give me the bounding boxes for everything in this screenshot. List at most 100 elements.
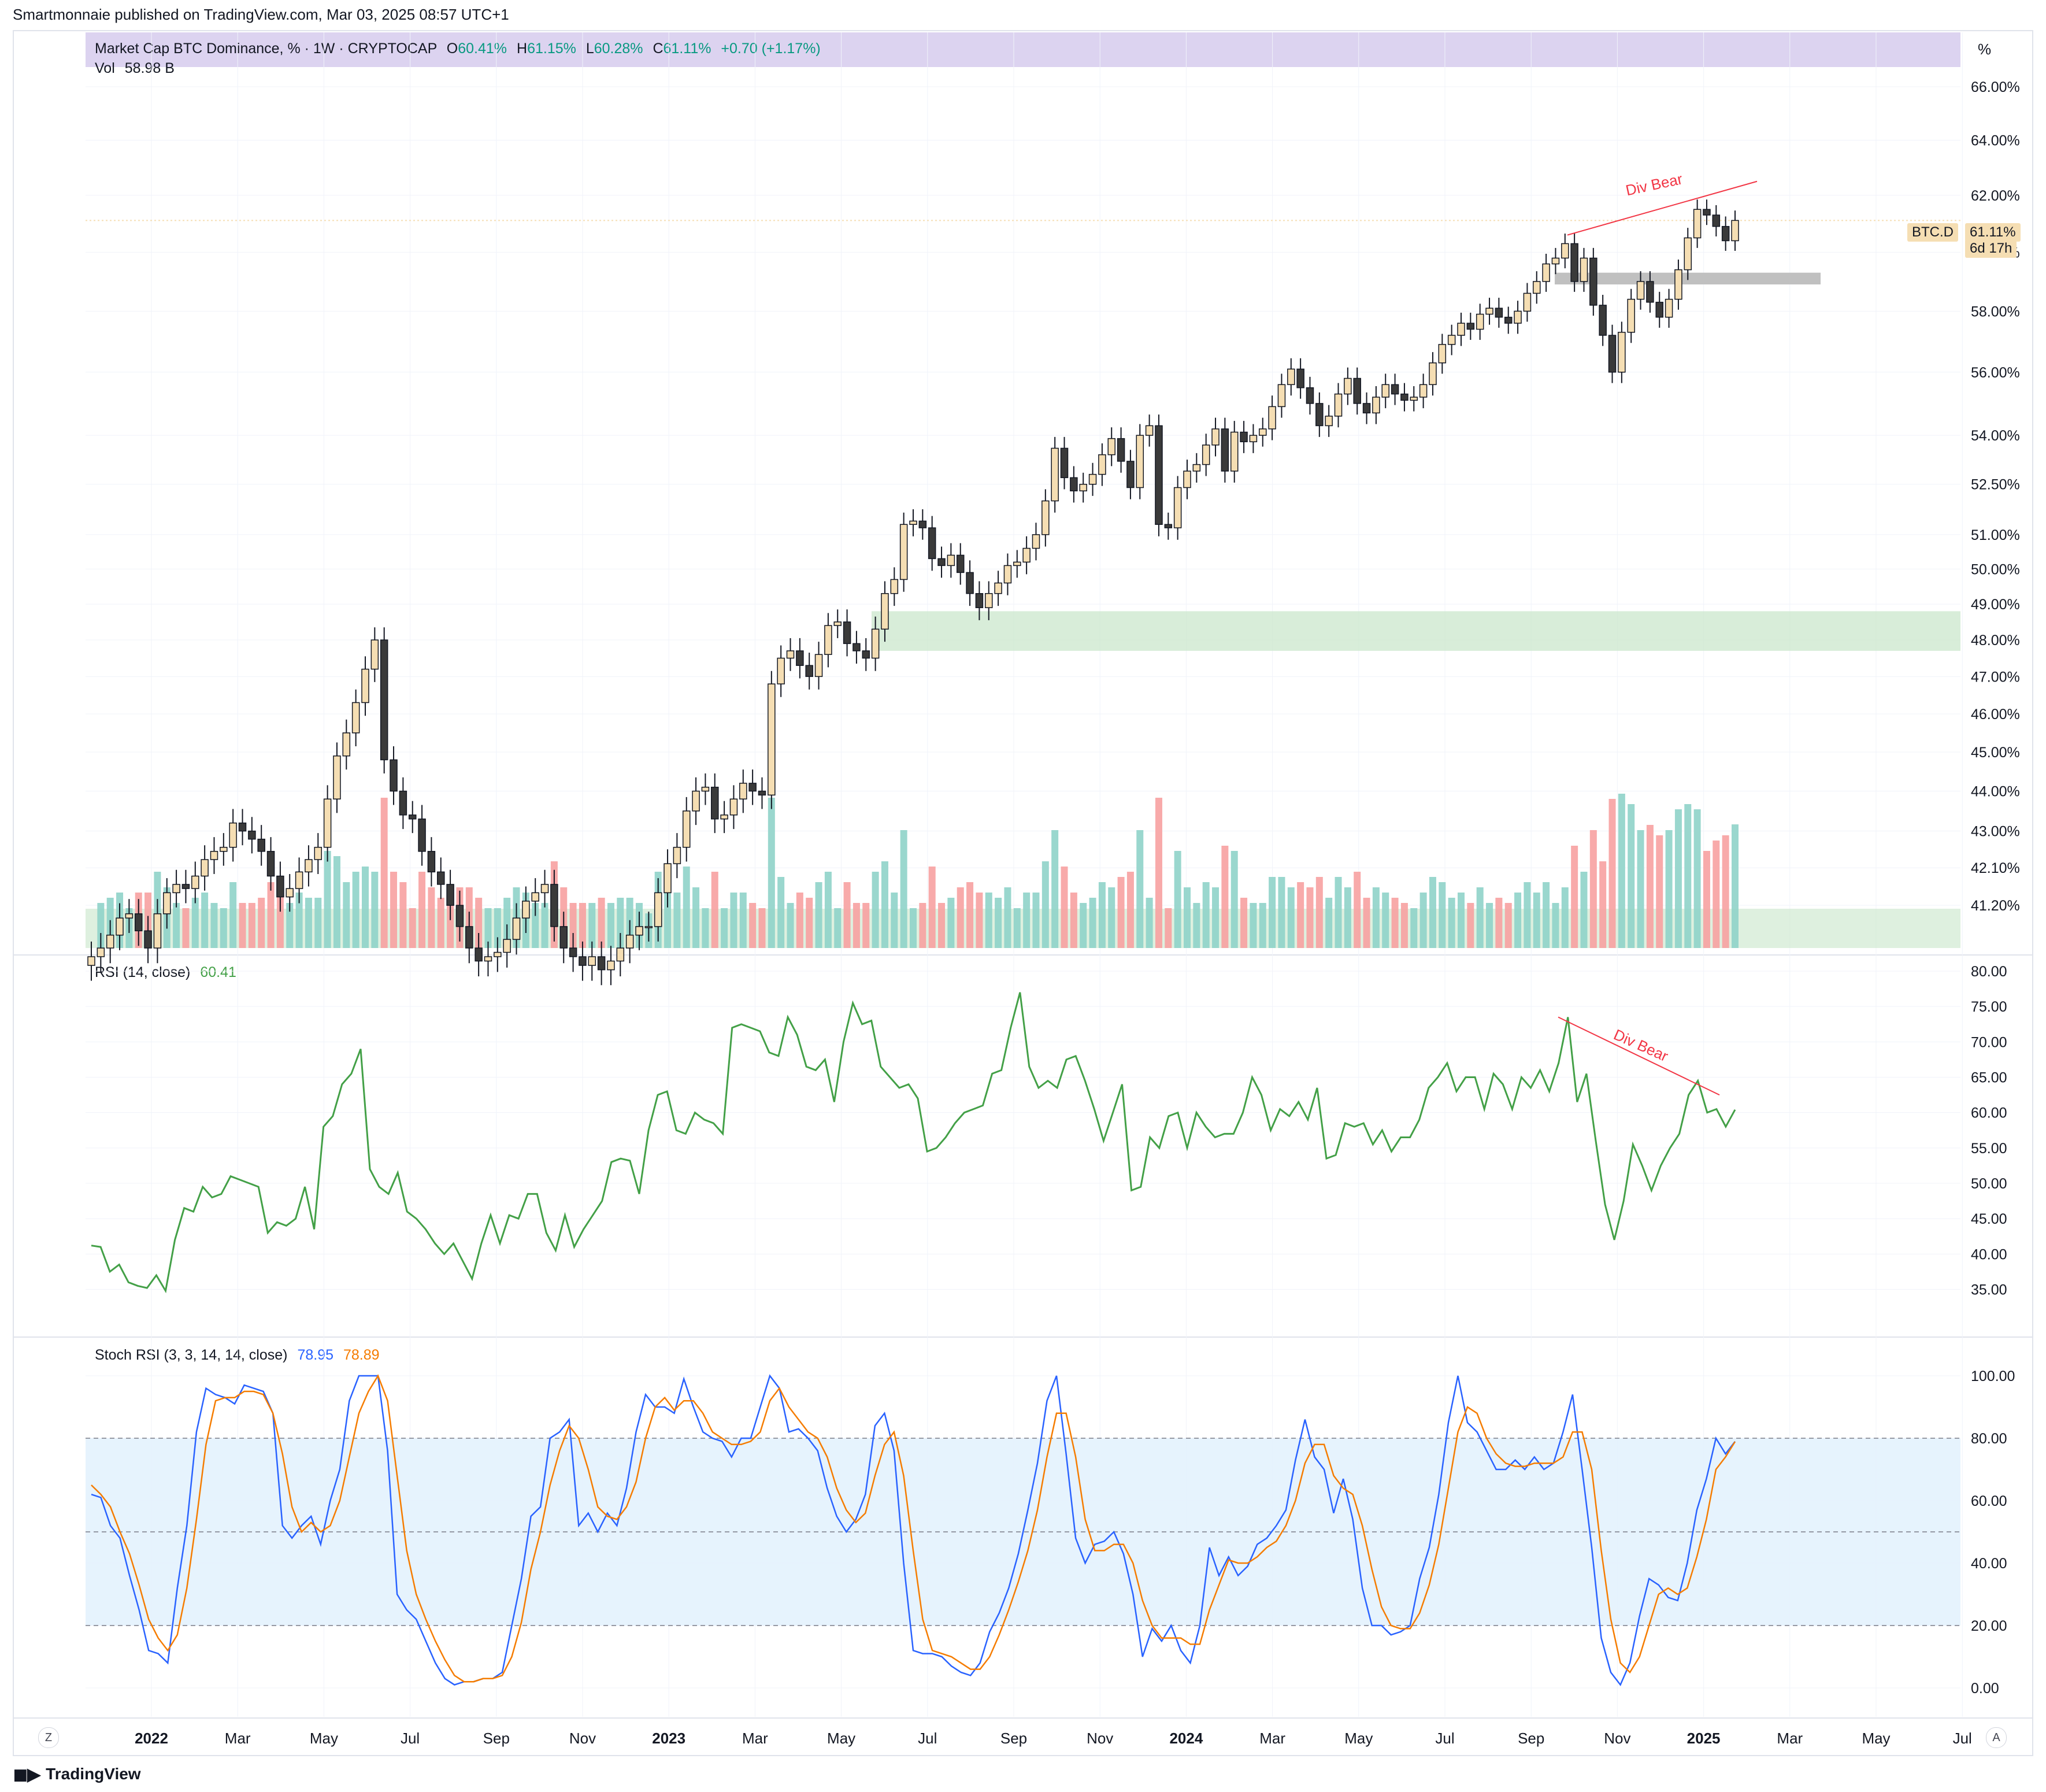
stoch-d-line — [91, 1374, 1736, 1683]
candle-body — [1674, 269, 1682, 300]
candles — [87, 199, 1739, 986]
candle-body — [1703, 209, 1711, 216]
time-tick-label: 2023 — [652, 1730, 685, 1747]
candle-body — [380, 639, 388, 761]
candle-body — [191, 875, 199, 889]
candle-body — [1636, 281, 1645, 300]
stoch-tick-label: 40.00 — [1971, 1556, 2007, 1572]
volume-bar — [862, 903, 870, 948]
time-tick-label: Nov — [1604, 1730, 1630, 1747]
candle-body — [503, 939, 511, 953]
volume-bar — [1543, 882, 1550, 948]
time-tick-label: Mar — [742, 1730, 768, 1747]
candle-body — [1485, 308, 1493, 315]
candle-body — [625, 934, 634, 949]
candle-body — [682, 810, 691, 848]
candle-body — [1712, 214, 1721, 227]
zoom-toggle-button[interactable]: Z — [38, 1727, 59, 1748]
symbol-title[interactable]: Market Cap BTC Dominance, % · 1W · CRYPT… — [95, 40, 437, 57]
volume-bar — [173, 903, 180, 948]
volume-bar — [985, 893, 992, 948]
candle-body — [720, 814, 728, 820]
volume-bar — [664, 877, 672, 948]
price-tick-label: 50.00% — [1971, 561, 2020, 577]
candle-body — [531, 892, 539, 902]
brand-text: TradingView — [46, 1765, 141, 1783]
candle-body — [351, 702, 360, 734]
candle-body — [455, 905, 464, 927]
volume-bar — [617, 898, 624, 948]
volume-bar — [957, 887, 964, 948]
volume-bar — [475, 898, 483, 948]
candle-body — [758, 790, 766, 796]
volume-bar — [1023, 893, 1031, 948]
candle-body — [172, 884, 180, 894]
candle-body — [768, 683, 776, 796]
candle-body — [1070, 477, 1078, 491]
candle-body — [1221, 428, 1229, 472]
volume-bar — [1051, 830, 1059, 948]
candle-body — [238, 822, 247, 832]
volume-legend[interactable]: Vol 58.98 B — [95, 60, 175, 77]
volume-bar — [1439, 882, 1446, 948]
volume-bar — [730, 893, 737, 948]
volume-bar — [815, 882, 822, 948]
candle-body — [475, 947, 483, 962]
candle-body — [1542, 263, 1550, 282]
volume-bar — [938, 903, 946, 948]
candle-body — [522, 901, 530, 919]
time-tick-label: 2024 — [1169, 1730, 1203, 1747]
rsi-legend[interactable]: RSI (14, close) 60.41 — [95, 964, 236, 981]
candle-body — [408, 814, 417, 820]
candle-body — [494, 951, 502, 957]
volume-bar — [305, 898, 312, 948]
candle-body — [985, 593, 993, 608]
candle-body — [550, 884, 558, 927]
auto-scale-button[interactable]: A — [1986, 1727, 2007, 1748]
candle-body — [465, 926, 473, 949]
candle-body — [1145, 425, 1154, 436]
candle-body — [664, 863, 672, 894]
volume-bar — [1372, 887, 1380, 948]
time-tick-label: Sep — [1518, 1730, 1544, 1747]
volume-bar — [1335, 877, 1342, 948]
candle-body — [87, 956, 95, 966]
price-tick-label: 52.50% — [1971, 477, 2020, 493]
volume-bar — [1174, 851, 1181, 948]
candle-body — [654, 892, 662, 927]
volume-bar — [843, 882, 851, 948]
time-tick-label: Jul — [401, 1730, 420, 1747]
volume-bar — [768, 798, 775, 948]
volume-value: 58.98 B — [124, 60, 175, 76]
candle-body — [342, 732, 351, 757]
candle-body — [361, 668, 369, 704]
candle-body — [852, 643, 861, 651]
candle-body — [305, 859, 313, 873]
candle-body — [295, 871, 303, 889]
candle-body — [210, 851, 218, 860]
stoch-tick-label: 100.00 — [1971, 1368, 2015, 1384]
candle-body — [947, 554, 955, 567]
stoch-legend[interactable]: Stoch RSI (3, 3, 14, 14, close) 78.95 78… — [95, 1347, 380, 1364]
symbol-legend[interactable]: Market Cap BTC Dominance, % · 1W · CRYPT… — [95, 40, 821, 57]
volume-bar — [1589, 830, 1597, 948]
candle-body — [201, 859, 209, 877]
candle-body — [1721, 225, 1730, 242]
time-tick-label: 2025 — [1687, 1730, 1721, 1747]
volume-bar — [1155, 798, 1162, 948]
volume-bar — [834, 908, 842, 948]
volume-bar — [258, 898, 265, 948]
rsi-value: 60.41 — [200, 964, 236, 980]
volume-bar — [220, 908, 227, 948]
volume-bar — [1089, 898, 1096, 948]
candle-body — [370, 639, 379, 670]
volume-bar — [673, 893, 681, 948]
price-tick-label: 64.00% — [1971, 132, 2020, 149]
volume-bar — [390, 872, 398, 948]
percent-scale-toggle[interactable]: % — [1978, 40, 1992, 58]
time-tick-label: Mar — [1259, 1730, 1285, 1747]
zones — [86, 272, 1960, 1626]
candle-body — [843, 621, 851, 645]
volume-bar — [1504, 903, 1512, 948]
